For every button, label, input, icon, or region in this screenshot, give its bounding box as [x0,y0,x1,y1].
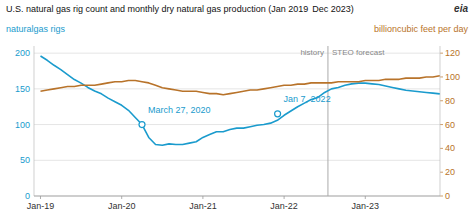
grid-line [34,88,440,89]
title: U.S. natural gas rig count and monthly d… [6,4,308,14]
grid [34,53,440,196]
y2-tick-label: 100 [445,72,460,82]
y2-tick [440,196,443,197]
x-tick-label: Jan-19 [27,201,55,211]
x-axis-line [34,196,440,197]
subtitle: Dec 2023) [312,4,354,14]
annotation-text: March 27, 2020 [148,105,211,115]
y2-tick [440,53,443,54]
y2-tick [440,100,443,101]
chart: eia U.S. natural gas rig count and monthl… [0,0,474,218]
x-tick-label: Jan-22 [270,201,298,211]
history-label: history [300,48,324,57]
y2-tick [440,148,443,149]
y2-tick-label: 40 [445,143,455,153]
series-line [41,76,440,95]
y2-tick-label: 120 [445,48,460,58]
y2-tick [440,172,443,173]
y-tick-label: 150 [15,84,30,94]
y-tick-label: 200 [15,48,30,58]
y2-tick-label: 80 [445,96,455,106]
y-axis-label: naturalgas rigs [6,24,66,34]
forecast-label: STEO forecast [332,48,385,57]
grid-line [34,196,440,197]
annotation-marker [139,122,145,128]
x-tick [121,196,122,199]
x-tick-label: Jan-23 [352,201,380,211]
x-tick [284,196,285,199]
y2-tick-label: 0 [445,191,450,201]
annotation-marker [275,111,281,117]
forecast-boundary [327,46,328,196]
y2-tick [440,124,443,125]
y2-tick [440,76,443,77]
y2-tick-label: 60 [445,120,455,130]
y-tick-label: 50 [20,155,30,165]
annotation-text: Jan 7, 2022 [284,94,331,104]
x-tick [202,196,203,199]
x-tick [365,196,366,199]
x-tick-label: Jan-21 [189,201,217,211]
y-tick-label: 0 [25,191,30,201]
grid-line [34,124,440,125]
grid-line [34,160,440,161]
y-axis-line [34,46,35,196]
plot-area [41,46,440,196]
y2-axis-label: billioncubic feet per day [374,24,469,34]
series-line [41,56,440,145]
x-tick-label: Jan-20 [108,201,136,211]
y-tick-label: 100 [15,120,30,130]
logo: eia [454,3,468,14]
y2-axis-line [440,46,441,196]
x-tick [40,196,41,199]
y2-tick-label: 20 [445,167,455,177]
